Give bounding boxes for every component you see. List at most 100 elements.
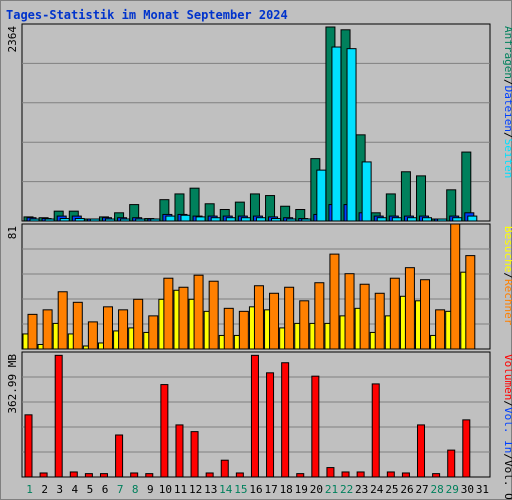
bar-seiten-day-4: [74, 218, 85, 222]
legend-entry: Vol. In: [502, 407, 512, 453]
x-tick-label: 19: [295, 483, 308, 496]
legend-entry: /: [502, 272, 512, 279]
x-tick-label: 17: [264, 483, 277, 496]
x-tick-label: 22: [340, 483, 353, 496]
bar-volumen-day-17: [266, 372, 275, 478]
bar-volumen-day-15: [235, 472, 244, 478]
bar-volumen-day-7: [115, 434, 124, 478]
bar-volumen-day-16: [250, 354, 259, 478]
bar-rechner-day-5: [87, 321, 98, 350]
bar-volumen-day-26: [401, 472, 410, 478]
bar-volumen-day-25: [386, 471, 395, 478]
bar-seiten-day-14: [225, 217, 236, 222]
bar-seiten-day-15: [240, 217, 251, 222]
bar-volumen-day-13: [205, 472, 214, 478]
x-tick-label: 24: [370, 483, 384, 496]
bar-rechner-day-8: [133, 298, 144, 350]
bar-volumen-day-9: [145, 473, 154, 478]
x-tick-label: 4: [72, 483, 79, 496]
bar-volumen-day-23: [356, 471, 365, 478]
x-tick-label: 15: [234, 483, 247, 496]
bar-rechner-day-20: [314, 282, 325, 350]
bar-seiten-day-23: [361, 161, 372, 222]
x-tick-label: 30: [461, 483, 474, 496]
bar-seiten-day-22: [346, 48, 357, 222]
legend-entry: /: [502, 400, 512, 407]
legend-entry: Besuche: [502, 226, 512, 272]
bar-rechner-day-22: [344, 273, 355, 350]
bar-seiten-day-21: [331, 46, 342, 222]
bar-rechner-day-17: [269, 292, 280, 350]
bar-rechner-day-23: [359, 283, 370, 350]
bar-volumen-day-30: [462, 419, 471, 478]
legend-entry: /: [502, 453, 512, 460]
bar-seiten-day-16: [255, 217, 266, 222]
legend-entry: /: [502, 79, 512, 86]
x-tick-label: 5: [87, 483, 94, 496]
x-tick-label: 7: [117, 483, 124, 496]
bar-seiten-day-26: [406, 217, 417, 222]
bar-seiten-day-19: [301, 218, 312, 222]
bar-volumen-day-1: [24, 414, 33, 478]
bar-seiten-day-30: [467, 215, 478, 222]
bar-volumen-day-11: [175, 424, 184, 478]
bar-volumen-day-2: [39, 472, 48, 478]
bar-seiten-day-10: [165, 215, 176, 222]
y-max-label: 2364: [6, 26, 19, 53]
series-legend: Volumen/Vol. In/Vol. Out: [502, 354, 512, 500]
bar-seiten-day-18: [286, 218, 297, 222]
bar-seiten-day-29: [452, 217, 463, 222]
bar-seiten-day-17: [271, 218, 282, 222]
bar-volumen-day-21: [326, 467, 335, 478]
bar-seiten-day-13: [210, 217, 221, 222]
bar-rechner-day-19: [299, 300, 310, 350]
bar-volumen-day-14: [220, 459, 229, 478]
bar-rechner-day-29: [450, 223, 461, 350]
bar-seiten-day-3: [59, 218, 70, 222]
legend-entry: Volumen: [502, 354, 512, 400]
bar-volumen-day-28: [432, 473, 441, 478]
x-tick-label: 26: [400, 483, 413, 496]
bar-volumen-day-12: [190, 431, 199, 478]
bar-rechner-day-9: [148, 315, 159, 350]
bar-rechner-day-25: [389, 277, 400, 350]
bar-seiten-day-25: [391, 217, 402, 222]
bar-rechner-day-16: [253, 285, 264, 350]
series-legend: Anfragen/Dateien/Seiten: [502, 26, 512, 178]
x-tick-label: 6: [102, 483, 109, 496]
x-tick-label: 16: [249, 483, 262, 496]
x-tick-label: 25: [385, 483, 398, 496]
x-tick-label: 3: [56, 483, 63, 496]
bar-seiten-day-6: [104, 218, 115, 222]
bar-volumen-day-8: [130, 472, 139, 478]
bar-rechner-day-27: [420, 279, 431, 350]
bar-rechner-day-6: [102, 306, 113, 350]
bar-rechner-day-24: [374, 292, 385, 350]
bar-rechner-day-18: [284, 286, 295, 350]
x-tick-label: 31: [476, 483, 489, 496]
x-tick-label: 29: [446, 483, 459, 496]
bar-volumen-day-29: [447, 449, 456, 478]
bar-rechner-day-4: [72, 301, 83, 350]
legend-entry: Vol. Out: [502, 460, 512, 500]
bar-volumen-day-3: [54, 354, 63, 478]
bar-rechner-day-12: [193, 274, 204, 350]
bar-seiten-day-7: [120, 218, 131, 222]
bar-seiten-day-8: [135, 218, 146, 222]
series-legend: Besuche/Rechner: [502, 226, 512, 326]
bar-seiten-day-9: [150, 218, 161, 222]
bar-rechner-day-28: [435, 309, 446, 350]
chart-title: Tages-Statistik im Monat September 2024: [6, 8, 288, 22]
x-tick-label: 9: [147, 483, 154, 496]
chart-panel-middle: 81 Besuche/Rechner: [6, 223, 512, 350]
x-tick-label: 18: [280, 483, 293, 496]
bar-volumen-day-19: [296, 473, 305, 478]
x-tick-label: 28: [431, 483, 444, 496]
legend-entry: /: [502, 132, 512, 139]
y-max-label: 81: [6, 226, 19, 239]
bar-volumen-day-18: [281, 362, 290, 478]
bar-rechner-day-11: [178, 286, 189, 350]
bar-volumen-day-4: [69, 471, 78, 478]
x-tick-label: 1: [26, 483, 33, 496]
